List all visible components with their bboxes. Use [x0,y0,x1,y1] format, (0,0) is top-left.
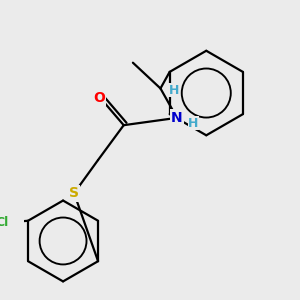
Text: O: O [93,91,105,105]
Text: Cl: Cl [0,216,9,229]
Text: N: N [171,111,183,125]
Text: S: S [69,186,79,200]
Text: H: H [188,117,199,130]
Text: H: H [169,84,179,97]
